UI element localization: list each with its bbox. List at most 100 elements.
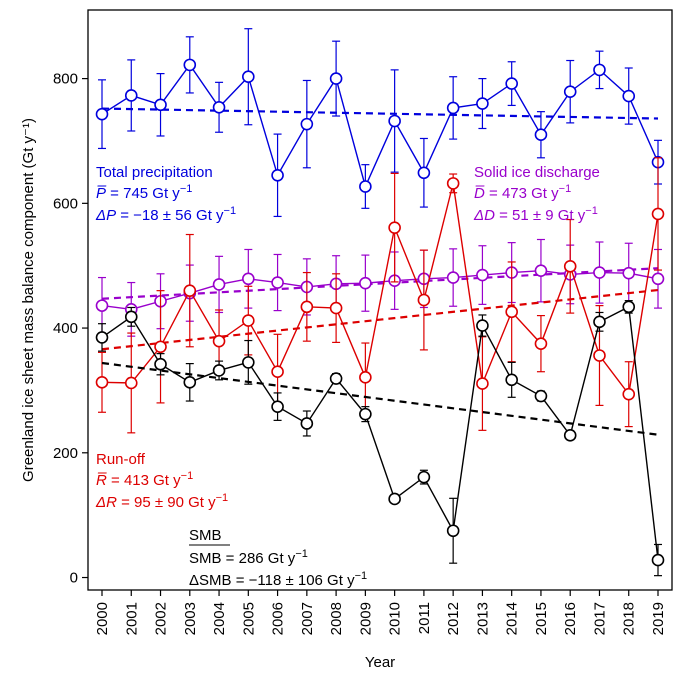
series-line-runoff <box>101 183 659 396</box>
data-point-precipitation <box>212 100 226 114</box>
x-tick-label: 2007 <box>299 602 316 635</box>
trend-line-smb <box>101 361 659 436</box>
data-point-smb <box>593 315 606 329</box>
x-tick-label: 2010 <box>387 602 404 635</box>
x-tick-label: 2013 <box>474 602 491 635</box>
data-point-smb <box>505 373 518 387</box>
series-smb <box>95 300 665 577</box>
data-point-smb <box>95 331 109 344</box>
runoff-mean: R̅ = 413 Gt y−1 <box>96 470 193 489</box>
y-tick-label: 400 <box>53 320 78 337</box>
x-tick-label: 2011 <box>416 602 433 634</box>
data-point-discharge <box>95 299 109 312</box>
data-point-runoff <box>388 221 401 234</box>
discharge-delta: ΔD = 51 ± 9 Gt y−1 <box>473 205 598 224</box>
data-point-discharge <box>593 266 606 279</box>
trend-line-discharge <box>101 267 659 300</box>
series-precipitation <box>95 28 665 218</box>
precipitation-delta: ΔP = −18 ± 56 Gt y−1 <box>95 205 236 224</box>
data-point-smb <box>154 357 167 371</box>
data-point-runoff <box>651 207 665 221</box>
annotation-discharge: Solid ice discharge D̅ = 473 Gt y−1 ΔD =… <box>473 164 600 224</box>
x-tick-label: 2004 <box>211 602 228 635</box>
runoff-delta: ΔR = 95 ± 90 Gt y−1 <box>95 492 228 511</box>
data-point-runoff <box>95 376 109 389</box>
data-point-precipitation <box>563 85 577 98</box>
data-point-discharge <box>622 266 636 280</box>
data-point-discharge <box>476 268 489 282</box>
x-axis: 2000 2001 2002 2003 2004 2005 2006 2007 2008 2009… <box>94 590 667 635</box>
data-point-discharge <box>242 272 255 286</box>
data-point-runoff <box>329 301 343 315</box>
data-point-precipitation <box>242 70 255 84</box>
data-point-smb <box>388 492 401 506</box>
data-point-smb <box>534 389 548 403</box>
trend-line-runoff <box>101 288 659 351</box>
data-point-runoff <box>476 377 489 390</box>
x-axis-title: Year <box>365 654 395 671</box>
y-axis: 0 200 400 600 800 <box>53 71 88 587</box>
data-point-runoff <box>534 337 548 350</box>
data-point-smb <box>651 553 665 567</box>
data-point-smb <box>563 429 577 442</box>
x-tick-label: 2005 <box>240 602 257 635</box>
data-point-smb <box>329 372 343 385</box>
data-point-precipitation <box>183 58 197 72</box>
data-point-smb <box>183 376 197 389</box>
x-tick-label: 2002 <box>153 602 170 635</box>
data-point-smb <box>446 524 460 538</box>
x-tick-label: 2012 <box>445 602 462 635</box>
y-axis-title: Greenland ice sheet mass balance compone… <box>20 118 37 482</box>
data-point-discharge <box>446 271 460 284</box>
data-point-smb <box>359 407 372 421</box>
data-point-runoff <box>242 314 255 327</box>
x-tick-label: 2016 <box>562 602 579 635</box>
data-point-smb <box>417 470 431 484</box>
discharge-mean: D̅ = 473 Gt y−1 <box>474 183 571 202</box>
smb-mean: SMB = 286 Gt y−1 <box>189 548 308 567</box>
data-point-smb <box>212 364 226 377</box>
data-point-smb <box>242 356 255 369</box>
x-tick-label: 2008 <box>328 602 345 635</box>
data-point-runoff <box>505 305 518 319</box>
data-point-precipitation <box>329 72 343 85</box>
data-point-runoff <box>300 300 314 314</box>
data-point-smb <box>300 417 314 430</box>
data-point-smb <box>271 400 284 413</box>
data-point-precipitation <box>271 168 284 182</box>
data-point-discharge <box>212 278 226 291</box>
runoff-name: Run-off <box>96 451 146 468</box>
x-tick-label: 2009 <box>357 602 374 635</box>
x-tick-label: 2018 <box>621 602 638 635</box>
data-point-runoff <box>359 371 372 384</box>
data-point-precipitation <box>622 89 636 103</box>
data-point-runoff <box>212 334 226 348</box>
data-point-precipitation <box>359 180 372 193</box>
precipitation-name: Total precipitation <box>96 164 213 181</box>
data-point-runoff <box>563 260 577 273</box>
data-point-precipitation <box>388 114 401 128</box>
data-point-runoff <box>446 177 460 190</box>
x-tick-label: 2015 <box>533 602 550 635</box>
data-point-discharge <box>651 272 665 286</box>
annotation-runoff: Run-off R̅ = 413 Gt y−1 ΔR = 95 ± 90 Gt … <box>95 451 228 511</box>
precipitation-mean: P̅ = 745 Gt y−1 <box>96 183 192 202</box>
data-point-precipitation <box>446 101 460 115</box>
y-tick-label: 200 <box>53 445 78 462</box>
data-point-runoff <box>622 387 636 401</box>
y-tick-label: 600 <box>53 195 78 212</box>
series-runoff <box>95 157 665 434</box>
data-point-precipitation <box>124 89 138 102</box>
data-point-smb <box>476 319 489 332</box>
series-discharge <box>95 238 665 337</box>
x-tick-label: 2014 <box>504 602 521 635</box>
data-point-runoff <box>271 365 284 379</box>
data-point-precipitation <box>593 63 606 77</box>
data-point-discharge <box>271 276 284 289</box>
series-layer <box>95 28 665 577</box>
data-point-runoff <box>124 376 138 390</box>
x-tick-label: 2003 <box>182 602 199 635</box>
data-point-runoff <box>593 349 606 362</box>
data-point-discharge <box>359 276 372 290</box>
